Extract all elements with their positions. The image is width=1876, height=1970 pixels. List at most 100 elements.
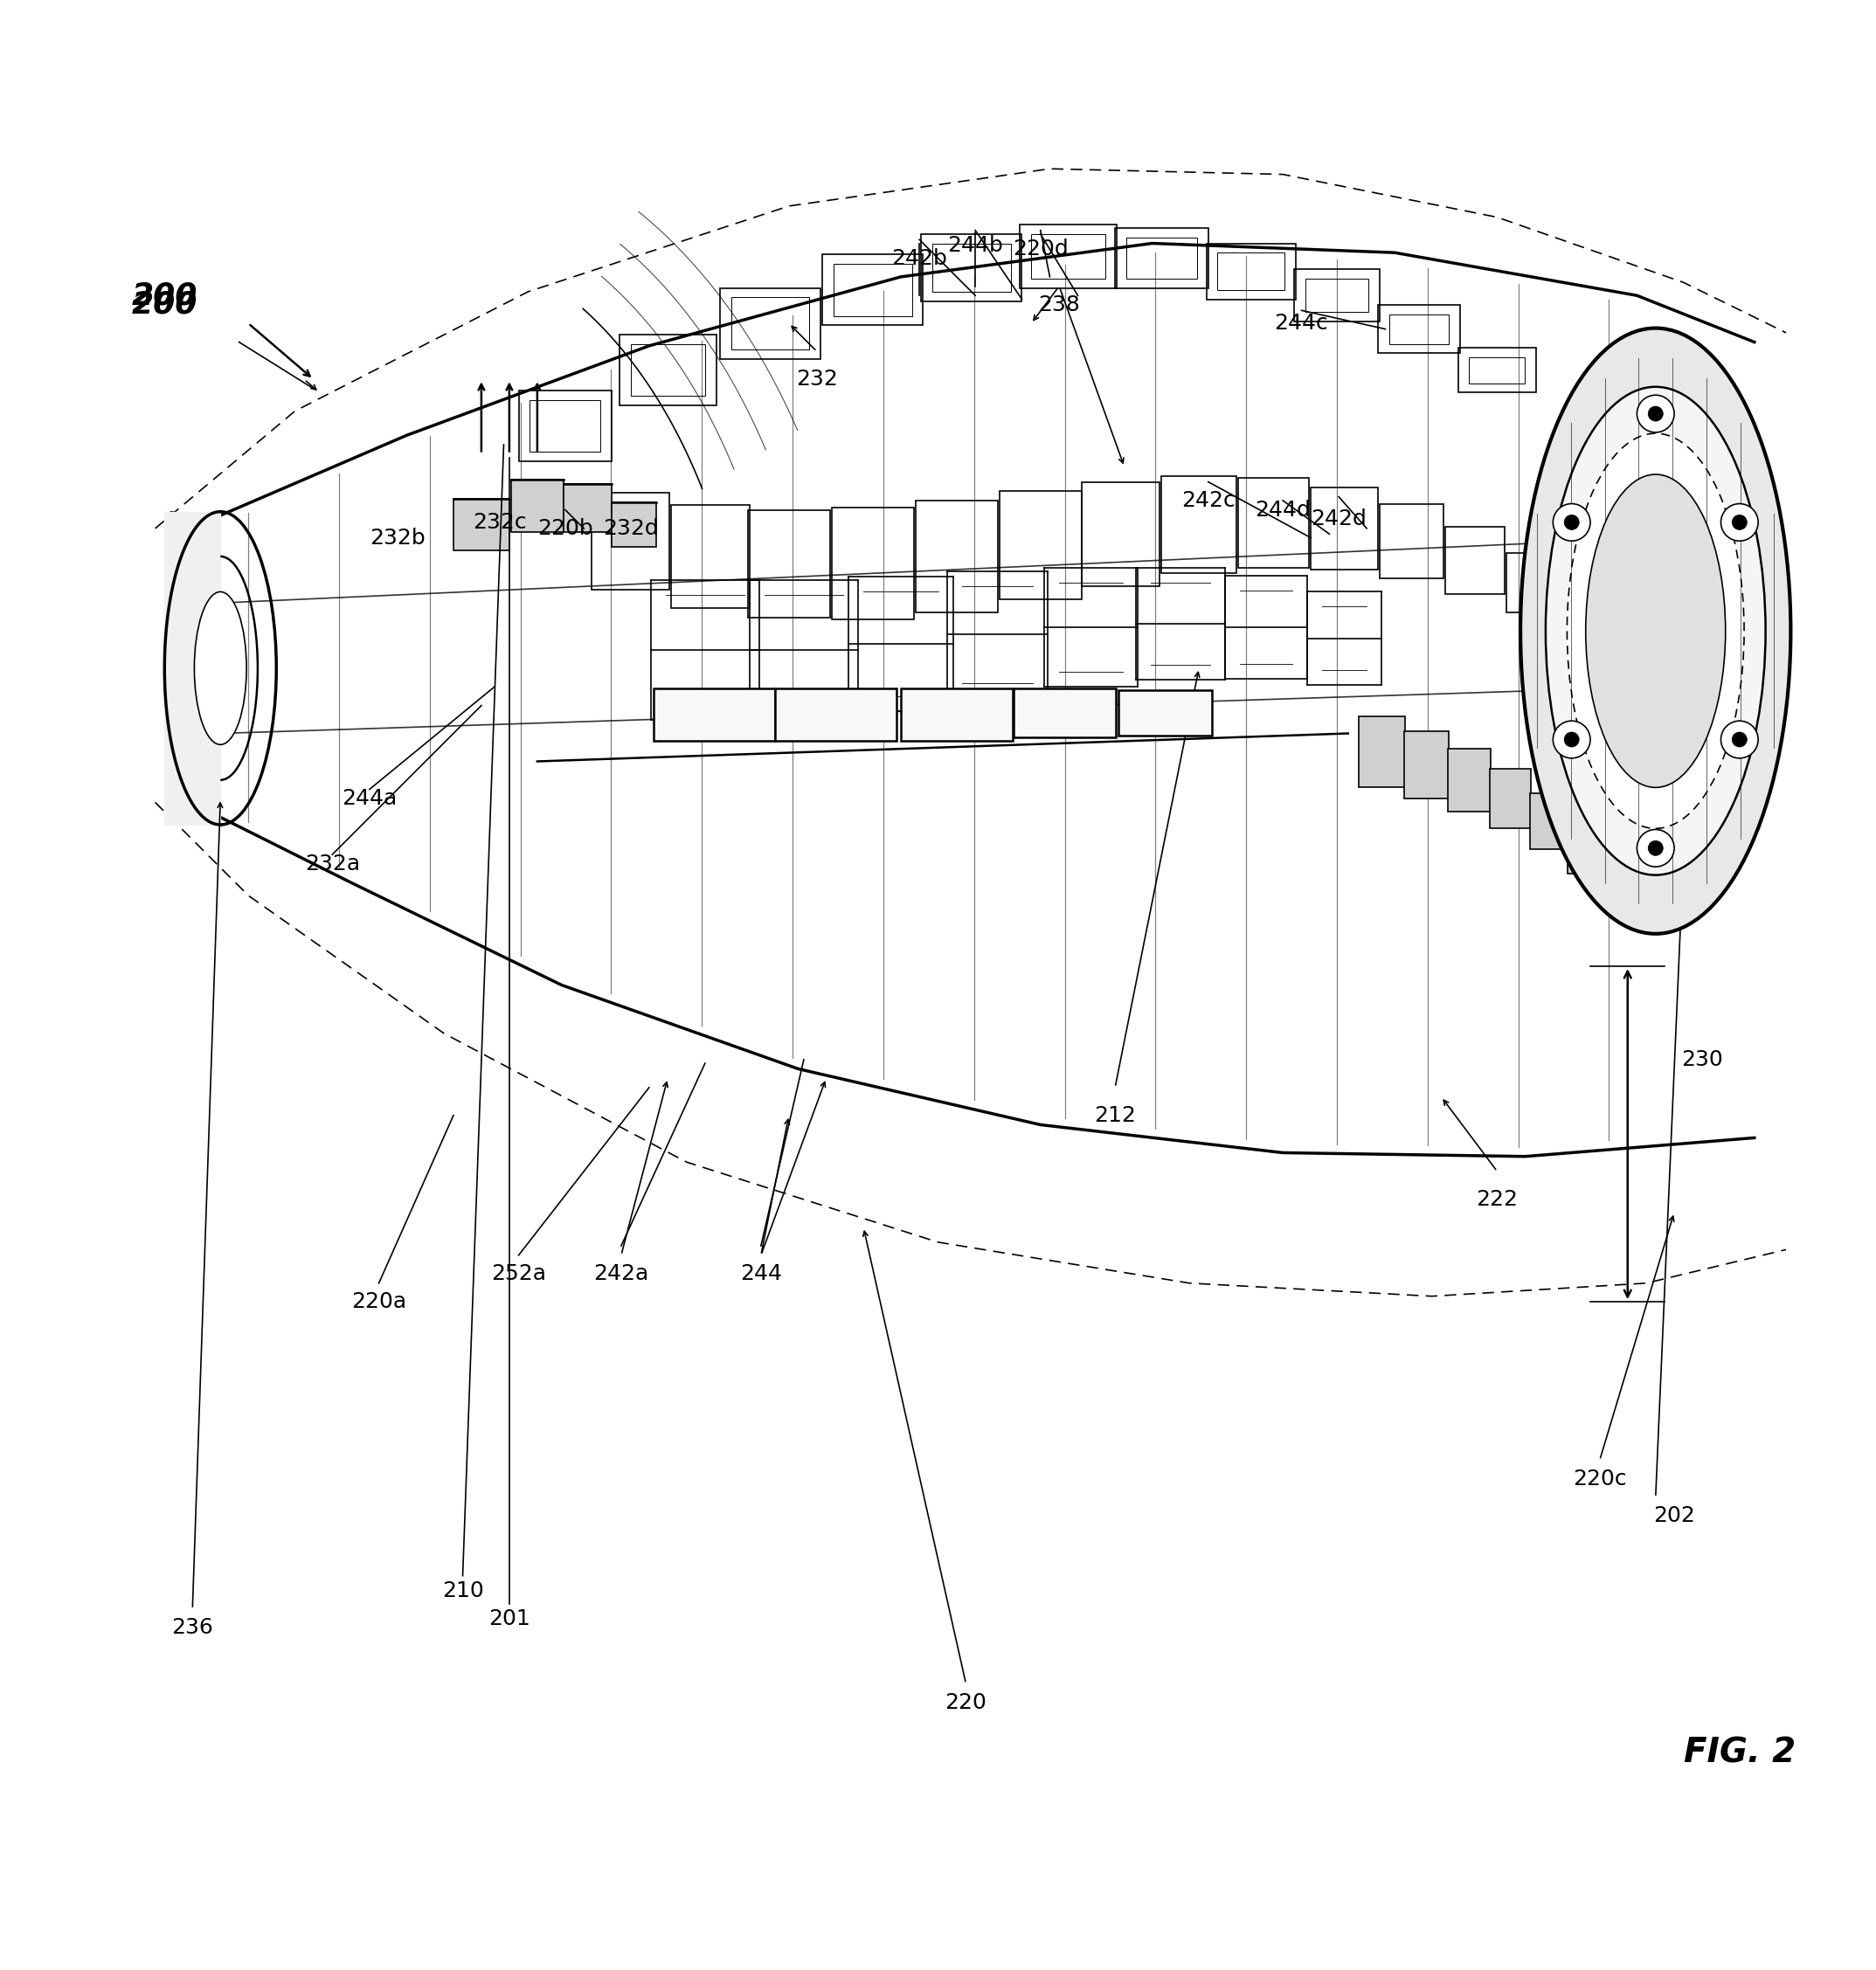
Ellipse shape bbox=[1585, 475, 1726, 788]
Bar bbox=[932, 244, 1011, 292]
Circle shape bbox=[1553, 504, 1591, 542]
Text: 232d: 232d bbox=[602, 518, 658, 540]
Text: 232c: 232c bbox=[473, 512, 527, 534]
Text: 200: 200 bbox=[131, 280, 197, 311]
Text: 244d: 244d bbox=[1255, 498, 1311, 520]
FancyBboxPatch shape bbox=[1604, 853, 1640, 900]
Text: 238: 238 bbox=[1037, 294, 1081, 315]
Bar bbox=[775, 690, 897, 741]
Text: 220c: 220c bbox=[1572, 1468, 1626, 1489]
Bar bbox=[1506, 554, 1563, 613]
Bar bbox=[1311, 487, 1377, 569]
Circle shape bbox=[1732, 733, 1747, 747]
Ellipse shape bbox=[1520, 329, 1792, 934]
Bar bbox=[1021, 225, 1116, 288]
Ellipse shape bbox=[1546, 386, 1765, 875]
FancyBboxPatch shape bbox=[563, 485, 612, 532]
Circle shape bbox=[1649, 841, 1662, 855]
Bar bbox=[653, 690, 775, 741]
Bar bbox=[1000, 491, 1082, 599]
Text: 242d: 242d bbox=[1311, 508, 1366, 530]
Text: 201: 201 bbox=[488, 1608, 531, 1629]
Text: 220b: 220b bbox=[537, 518, 593, 540]
Bar bbox=[619, 335, 717, 406]
Text: 220a: 220a bbox=[351, 1290, 407, 1312]
Bar bbox=[1114, 229, 1208, 288]
Text: 212: 212 bbox=[1094, 1105, 1137, 1127]
Text: 242b: 242b bbox=[891, 248, 947, 268]
Bar bbox=[1379, 504, 1443, 579]
FancyBboxPatch shape bbox=[612, 502, 657, 548]
Bar bbox=[732, 297, 809, 349]
Bar bbox=[833, 264, 912, 315]
Text: 244: 244 bbox=[739, 1263, 782, 1284]
Bar bbox=[1469, 357, 1525, 382]
FancyBboxPatch shape bbox=[1358, 717, 1405, 788]
Circle shape bbox=[1638, 829, 1673, 867]
Bar bbox=[1218, 252, 1285, 290]
Bar bbox=[1458, 347, 1536, 392]
Bar bbox=[529, 400, 600, 451]
Circle shape bbox=[1553, 721, 1591, 758]
Circle shape bbox=[1565, 514, 1580, 530]
Bar bbox=[1118, 691, 1212, 735]
Bar bbox=[1294, 270, 1379, 321]
Bar bbox=[720, 288, 820, 359]
Text: 242a: 242a bbox=[593, 1263, 649, 1284]
Bar bbox=[1032, 234, 1105, 278]
Bar bbox=[1082, 483, 1159, 587]
Bar bbox=[900, 690, 1013, 741]
Bar bbox=[1388, 313, 1448, 345]
Text: 232a: 232a bbox=[304, 853, 360, 875]
Text: 252a: 252a bbox=[492, 1263, 546, 1284]
Ellipse shape bbox=[1566, 433, 1745, 829]
Bar bbox=[1126, 238, 1197, 278]
Text: 202: 202 bbox=[1653, 1505, 1696, 1527]
FancyBboxPatch shape bbox=[1403, 731, 1448, 798]
Text: 200: 200 bbox=[131, 290, 197, 319]
Text: 230: 230 bbox=[1681, 1050, 1722, 1070]
Bar bbox=[915, 500, 998, 613]
Circle shape bbox=[1732, 514, 1747, 530]
Bar bbox=[630, 345, 705, 396]
FancyBboxPatch shape bbox=[454, 498, 508, 552]
Bar bbox=[1306, 278, 1369, 313]
Bar bbox=[1161, 477, 1236, 573]
Text: 232: 232 bbox=[795, 368, 839, 390]
FancyBboxPatch shape bbox=[1529, 794, 1568, 849]
Bar bbox=[921, 234, 1022, 301]
Bar bbox=[1565, 587, 1617, 638]
Text: 242c: 242c bbox=[1182, 491, 1234, 510]
Bar bbox=[822, 254, 923, 325]
Bar bbox=[1013, 690, 1116, 737]
Circle shape bbox=[1638, 396, 1673, 431]
Text: 232b: 232b bbox=[370, 528, 426, 548]
Circle shape bbox=[1720, 721, 1758, 758]
Bar bbox=[672, 504, 750, 607]
FancyBboxPatch shape bbox=[1568, 821, 1606, 873]
Bar bbox=[749, 510, 829, 619]
Bar bbox=[518, 390, 612, 461]
Circle shape bbox=[1720, 504, 1758, 542]
Text: FIG. 2: FIG. 2 bbox=[1683, 1736, 1795, 1769]
Bar bbox=[591, 492, 670, 589]
FancyBboxPatch shape bbox=[1490, 768, 1531, 829]
Text: 244c: 244c bbox=[1274, 313, 1328, 335]
Text: 244b: 244b bbox=[947, 234, 1004, 256]
Text: 220d: 220d bbox=[1013, 238, 1067, 260]
Bar bbox=[1238, 479, 1309, 567]
Text: 244a: 244a bbox=[341, 788, 398, 810]
Text: 220: 220 bbox=[946, 1692, 987, 1714]
Bar bbox=[1206, 244, 1296, 299]
Text: 236: 236 bbox=[171, 1617, 214, 1639]
Text: 210: 210 bbox=[443, 1580, 484, 1602]
Circle shape bbox=[1565, 733, 1580, 747]
Bar bbox=[1445, 526, 1505, 593]
FancyBboxPatch shape bbox=[510, 481, 563, 532]
Bar bbox=[1377, 305, 1460, 353]
FancyBboxPatch shape bbox=[1448, 749, 1491, 812]
Circle shape bbox=[1649, 406, 1662, 422]
Text: 222: 222 bbox=[1476, 1188, 1518, 1210]
Bar bbox=[831, 508, 914, 621]
Ellipse shape bbox=[195, 591, 246, 745]
